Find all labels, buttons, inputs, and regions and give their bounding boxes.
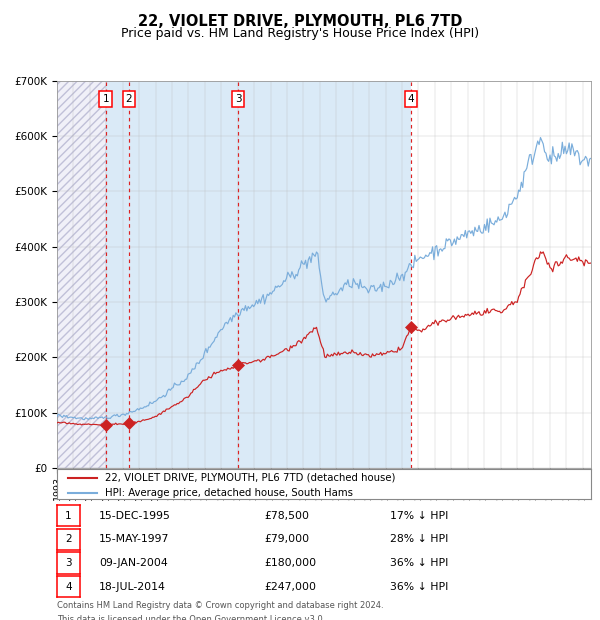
Bar — [411, 81, 591, 468]
Text: £78,500: £78,500 — [264, 511, 309, 521]
Text: 1: 1 — [103, 94, 109, 104]
Text: 4: 4 — [65, 582, 72, 591]
Text: 28% ↓ HPI: 28% ↓ HPI — [390, 534, 448, 544]
Bar — [106, 81, 411, 468]
Text: 1: 1 — [65, 511, 72, 521]
Text: 2: 2 — [125, 94, 132, 104]
Text: £180,000: £180,000 — [264, 558, 316, 568]
Text: 22, VIOLET DRIVE, PLYMOUTH, PL6 7TD (detached house): 22, VIOLET DRIVE, PLYMOUTH, PL6 7TD (det… — [105, 472, 395, 483]
Text: 3: 3 — [235, 94, 242, 104]
Text: 36% ↓ HPI: 36% ↓ HPI — [390, 582, 448, 591]
Text: 2: 2 — [65, 534, 72, 544]
Text: £247,000: £247,000 — [264, 582, 316, 591]
Text: 09-JAN-2004: 09-JAN-2004 — [99, 558, 168, 568]
Bar — [57, 81, 106, 468]
Text: 18-JUL-2014: 18-JUL-2014 — [99, 582, 166, 591]
Text: 3: 3 — [65, 558, 72, 568]
Text: 15-DEC-1995: 15-DEC-1995 — [99, 511, 171, 521]
Text: 36% ↓ HPI: 36% ↓ HPI — [390, 558, 448, 568]
Text: £79,000: £79,000 — [264, 534, 309, 544]
Text: 17% ↓ HPI: 17% ↓ HPI — [390, 511, 448, 521]
Text: This data is licensed under the Open Government Licence v3.0.: This data is licensed under the Open Gov… — [57, 615, 325, 620]
Text: 4: 4 — [407, 94, 414, 104]
Text: HPI: Average price, detached house, South Hams: HPI: Average price, detached house, Sout… — [105, 487, 353, 498]
Text: Price paid vs. HM Land Registry's House Price Index (HPI): Price paid vs. HM Land Registry's House … — [121, 27, 479, 40]
Text: 15-MAY-1997: 15-MAY-1997 — [99, 534, 169, 544]
Text: Contains HM Land Registry data © Crown copyright and database right 2024.: Contains HM Land Registry data © Crown c… — [57, 601, 383, 611]
Text: 22, VIOLET DRIVE, PLYMOUTH, PL6 7TD: 22, VIOLET DRIVE, PLYMOUTH, PL6 7TD — [138, 14, 462, 29]
